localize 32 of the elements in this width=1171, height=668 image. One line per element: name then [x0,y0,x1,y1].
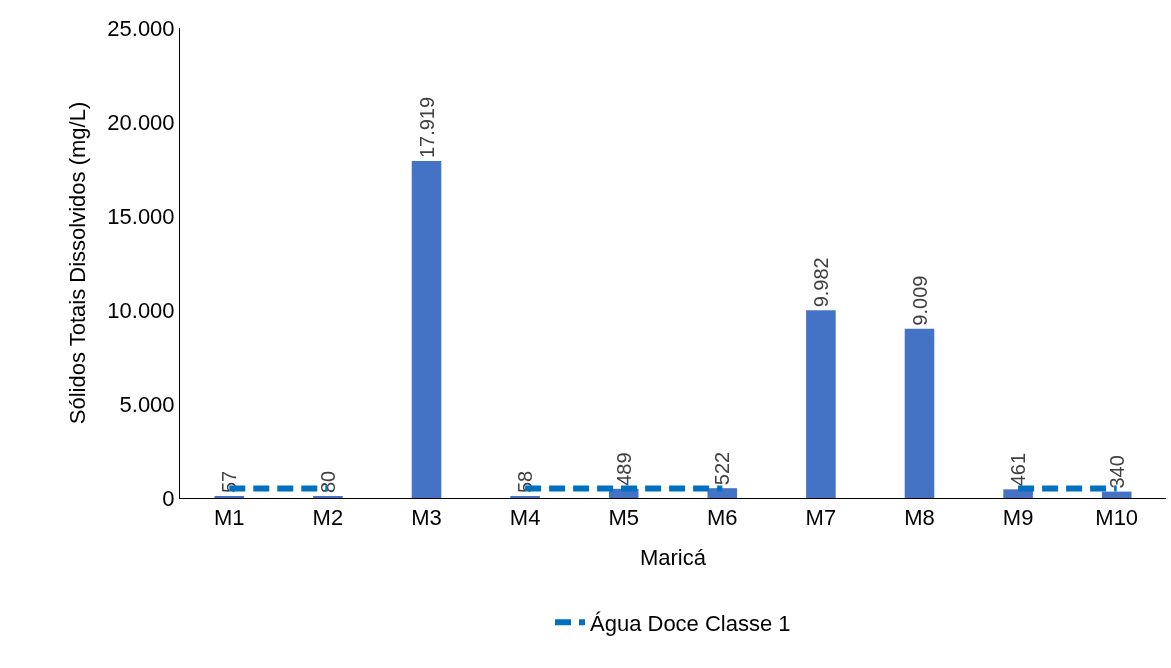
x-tick-label: M4 [509,505,541,531]
data-label: 80 [316,470,339,493]
x-tick-label: M5 [608,505,639,531]
bar [806,310,836,498]
data-label: 9.982 [809,257,832,308]
y-tick-label: 20.000 [107,109,175,135]
x-tick-label: M7 [805,505,837,531]
y-tick-label: 0 [162,485,175,511]
bar [707,488,738,498]
x-tick-label: M9 [1002,505,1034,531]
y-tick-label: 5.000 [119,391,175,417]
x-tick-label: M3 [411,505,442,531]
x-tick-label: M6 [707,505,738,531]
y-tick-label: 25.000 [107,15,175,41]
bar [1101,491,1132,498]
data-label: 461 [1007,452,1030,487]
bar [411,161,442,498]
y-tick-label: 15.000 [107,203,175,229]
x-tick-label: M10 [1095,505,1139,531]
y-axis-title: Sólidos Totais Dissolvidos (mg/L) [65,101,91,425]
data-label: 489 [612,452,635,486]
data-label: 522 [711,451,734,486]
data-label: 17.919 [415,96,438,159]
data-label: 340 [1105,455,1128,489]
x-tick-label: M2 [312,505,344,531]
x-tick-label: M8 [904,505,935,531]
x-axis-title: Maricá [639,545,707,571]
bar [904,328,935,498]
legend-label: Água Doce Classe 1 [590,610,791,636]
y-tick-label: 10.000 [107,297,175,323]
data-label: 9.009 [908,275,931,326]
x-tick-label: M1 [214,505,245,531]
